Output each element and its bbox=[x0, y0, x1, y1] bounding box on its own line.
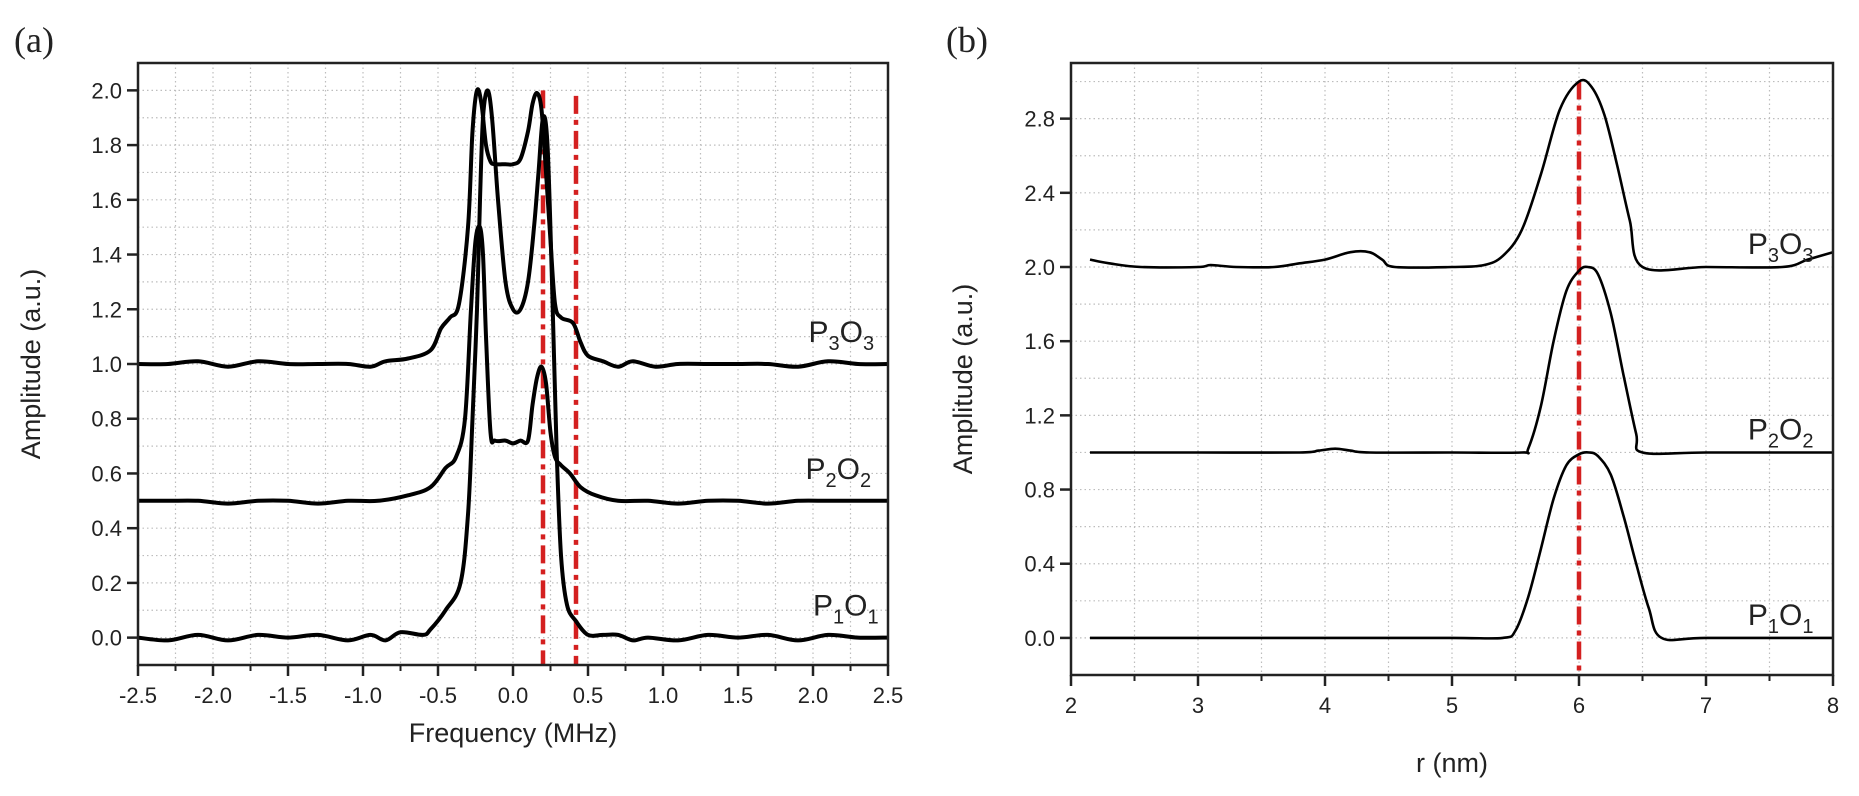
series-line-p2o2 bbox=[1090, 265, 1833, 456]
label-subscript: 3 bbox=[829, 333, 840, 355]
series-label-p3o3: P3O3 bbox=[809, 316, 875, 355]
series-line-p3o3 bbox=[1089, 78, 1834, 272]
label-symbol: O bbox=[1779, 228, 1802, 261]
label-symbol: P bbox=[1748, 413, 1768, 446]
y-tick-label: 1.8 bbox=[91, 133, 122, 158]
panel-label: (a) bbox=[14, 20, 54, 60]
y-tick-label: 0.6 bbox=[91, 461, 122, 486]
y-tick-label: 0.2 bbox=[91, 571, 122, 596]
x-tick-label: 3 bbox=[1192, 693, 1204, 718]
label-subscript: 2 bbox=[1802, 430, 1813, 452]
x-tick-label: 2 bbox=[1065, 693, 1077, 718]
y-tick-label: 2.8 bbox=[1024, 107, 1055, 132]
series-label-p1o1: P1O1 bbox=[1748, 599, 1814, 638]
x-tick-label: 0.5 bbox=[573, 683, 604, 708]
x-axis-title: r (nm) bbox=[1416, 748, 1488, 778]
x-tick-label: 7 bbox=[1700, 693, 1712, 718]
label-symbol: O bbox=[837, 453, 860, 486]
label-symbol: P bbox=[806, 453, 826, 486]
x-axis-title: Frequency (MHz) bbox=[409, 718, 618, 748]
x-tick-label: -2.0 bbox=[194, 683, 232, 708]
series-label-p3o3: P3O3 bbox=[1748, 228, 1814, 267]
x-tick-label: -2.5 bbox=[119, 683, 157, 708]
x-tick-label: 0.0 bbox=[498, 683, 529, 708]
label-subscript: 1 bbox=[833, 607, 844, 629]
label-subscript: 3 bbox=[863, 333, 874, 355]
series-line-p1o1 bbox=[1089, 451, 1833, 642]
y-tick-label: 2.0 bbox=[1024, 255, 1055, 280]
y-tick-label: 1.2 bbox=[91, 297, 122, 322]
x-tick-label: 5 bbox=[1446, 693, 1458, 718]
y-axis-title: Amplitude (a.u.) bbox=[948, 284, 978, 475]
x-tick-label: 8 bbox=[1827, 693, 1839, 718]
x-tick-label: 6 bbox=[1573, 693, 1585, 718]
y-tick-label: 2.0 bbox=[91, 78, 122, 103]
label-subscript: 3 bbox=[1802, 245, 1813, 267]
label-symbol: P bbox=[809, 316, 829, 349]
label-symbol: O bbox=[840, 316, 863, 349]
series-line-p1o1 bbox=[137, 88, 889, 643]
label-subscript: 1 bbox=[1802, 616, 1813, 638]
y-tick-label: 0.0 bbox=[91, 626, 122, 651]
label-subscript: 1 bbox=[867, 607, 878, 629]
y-tick-label: 0.0 bbox=[1024, 626, 1055, 651]
x-tick-label: -1.5 bbox=[269, 683, 307, 708]
label-subscript: 3 bbox=[1768, 245, 1779, 267]
x-tick-label: 2.5 bbox=[873, 683, 904, 708]
series-label-p1o1: P1O1 bbox=[813, 590, 879, 629]
grid bbox=[138, 63, 888, 665]
y-tick-label: 0.8 bbox=[1024, 478, 1055, 503]
panel-label: (b) bbox=[946, 20, 988, 60]
label-subscript: 2 bbox=[826, 470, 837, 492]
x-tick-label: -0.5 bbox=[419, 683, 457, 708]
y-tick-label: 1.2 bbox=[1024, 403, 1055, 428]
series-label-p2o2: P2O2 bbox=[1748, 413, 1814, 452]
series-line-p2o2 bbox=[137, 224, 888, 506]
x-tick-label: 4 bbox=[1319, 693, 1331, 718]
y-tick-label: 2.4 bbox=[1024, 181, 1055, 206]
label-symbol: P bbox=[1748, 228, 1768, 261]
x-tick-label: -1.0 bbox=[344, 683, 382, 708]
x-tick-label: 2.0 bbox=[798, 683, 829, 708]
label-symbol: P bbox=[1748, 599, 1768, 632]
series-line-p3o3 bbox=[137, 87, 889, 369]
y-tick-label: 1.0 bbox=[91, 352, 122, 377]
series-label-p2o2: P2O2 bbox=[806, 453, 872, 492]
y-tick-label: 1.6 bbox=[1024, 329, 1055, 354]
label-subscript: 2 bbox=[1768, 430, 1779, 452]
y-tick-label: 0.4 bbox=[1024, 552, 1055, 577]
label-symbol: P bbox=[813, 590, 833, 623]
label-symbol: O bbox=[1779, 413, 1802, 446]
y-tick-label: 1.6 bbox=[91, 188, 122, 213]
y-tick-label: 1.4 bbox=[91, 243, 122, 268]
y-tick-label: 0.4 bbox=[91, 516, 122, 541]
x-tick-label: 1.0 bbox=[648, 683, 679, 708]
grid bbox=[1071, 63, 1833, 675]
x-tick-label: 1.5 bbox=[723, 683, 754, 708]
label-symbol: O bbox=[844, 590, 867, 623]
y-tick-label: 0.8 bbox=[91, 407, 122, 432]
label-subscript: 2 bbox=[860, 470, 871, 492]
label-subscript: 1 bbox=[1768, 616, 1779, 638]
y-axis-title: Amplitude (a.u.) bbox=[16, 269, 46, 460]
label-symbol: O bbox=[1779, 599, 1802, 632]
